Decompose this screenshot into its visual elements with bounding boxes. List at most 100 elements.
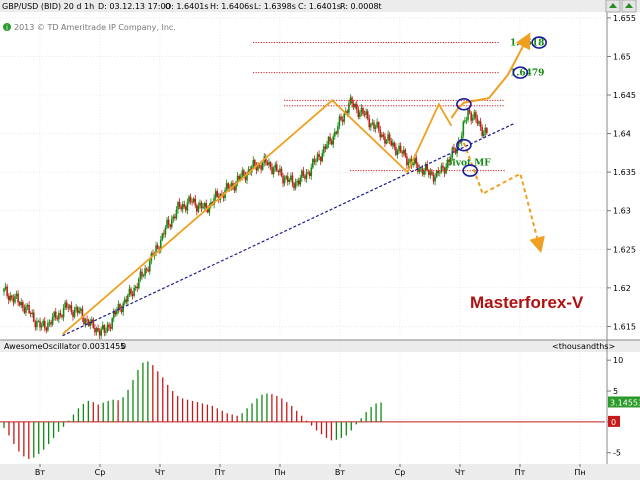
candle-body (169, 224, 171, 228)
candle-body (402, 149, 405, 154)
candle-body (348, 103, 350, 113)
candle-body (305, 172, 308, 179)
candle-body (174, 216, 176, 219)
candle-body (36, 321, 38, 328)
candle-body (373, 122, 375, 129)
candle-body (142, 275, 145, 277)
candle-body (23, 307, 26, 313)
candle-body (196, 205, 198, 212)
target-circle (512, 66, 529, 79)
osc-current-label: 3.14553 (610, 398, 640, 407)
candle-body (81, 308, 84, 319)
candle-body (128, 288, 131, 296)
candle-body (112, 311, 115, 319)
candle-body (108, 324, 110, 328)
candle-body (90, 319, 93, 322)
candle-body (371, 122, 374, 124)
candle-body (43, 320, 46, 328)
candle-body (31, 312, 34, 315)
candle-body (103, 325, 106, 333)
candle-body (76, 307, 79, 313)
open-readout: O: 1.6401s (165, 2, 209, 11)
candle-body (290, 175, 292, 180)
candle-body (180, 206, 182, 210)
candle-body (15, 293, 18, 297)
candle-body (368, 118, 371, 128)
candle-body (258, 165, 261, 166)
candle-body (417, 164, 419, 172)
candle-body (58, 313, 60, 320)
candle-body (330, 140, 333, 145)
candle-body (202, 206, 204, 209)
candle-body (123, 299, 126, 304)
candle-body (47, 323, 49, 331)
osc-zero-label: 0 (611, 418, 616, 427)
candle-body (233, 186, 236, 191)
candle-body (297, 180, 300, 185)
candle-body (116, 309, 118, 315)
candle-body (470, 112, 472, 121)
candle-body (54, 311, 57, 319)
info-icon[interactable]: i (3, 23, 11, 32)
candle-body (340, 116, 342, 120)
candle-body (48, 322, 51, 324)
candle-body (178, 202, 181, 207)
candle-body (185, 206, 187, 211)
oscillator-name[interactable]: AwesomeOscillator (4, 342, 81, 351)
candle-body (407, 161, 410, 166)
candle-body (39, 321, 41, 328)
candle-body (335, 131, 338, 134)
candle-body (181, 204, 184, 210)
level-label: pivot MF (446, 159, 491, 169)
candle-body (183, 204, 186, 207)
candle-body (18, 302, 21, 306)
candle-body (203, 203, 206, 207)
candle-body (210, 202, 212, 206)
candle-body (208, 205, 211, 213)
candle-body (428, 169, 430, 176)
candle-body (304, 175, 306, 179)
candle-body (406, 156, 408, 166)
brand-watermark: Masterforex-V (470, 293, 584, 312)
candle-body (172, 216, 175, 220)
candle-body (294, 182, 297, 189)
candle-body (324, 146, 327, 149)
candle-body (257, 165, 259, 171)
candle-body (319, 156, 322, 162)
candle-body (114, 311, 117, 315)
candle-body (459, 140, 462, 143)
candle-body (321, 153, 324, 162)
candle-body (22, 302, 24, 308)
symbol-label[interactable]: GBP/USD (BID) 20 d 1h (2, 2, 94, 11)
candle-body (255, 165, 258, 171)
candle-body (205, 203, 208, 209)
candle-body (29, 312, 32, 315)
oscillator-value: 0.0031455 (82, 342, 125, 351)
candle-body (426, 164, 429, 170)
candle-body (352, 103, 355, 108)
scroll-up-icon-2[interactable] (621, 0, 637, 13)
candle-body (238, 175, 240, 180)
candle-body (97, 328, 99, 332)
candle-body (236, 175, 239, 183)
candle-body (301, 170, 303, 179)
candle-body (323, 146, 325, 154)
candle-body (484, 127, 487, 133)
candle-body (261, 163, 264, 170)
candle-body (65, 302, 68, 308)
scroll-up-icon[interactable] (605, 0, 621, 13)
candle-body (69, 305, 71, 309)
high-readout: H: 1.6406s (210, 2, 253, 11)
date-readout: D: 03.12.13 17:00 (98, 2, 171, 11)
candle-body (275, 164, 278, 171)
candle-body (486, 127, 488, 134)
candle-body (274, 164, 277, 169)
close-readout: C: 1.6401s (298, 2, 341, 11)
candle-body (136, 286, 139, 289)
candle-body (280, 168, 283, 176)
copyright: 2013 © TD Ameritrade IP Company, Inc. (14, 23, 176, 32)
candle-body (359, 112, 361, 117)
candle-body (72, 312, 74, 317)
candle-body (445, 166, 447, 174)
